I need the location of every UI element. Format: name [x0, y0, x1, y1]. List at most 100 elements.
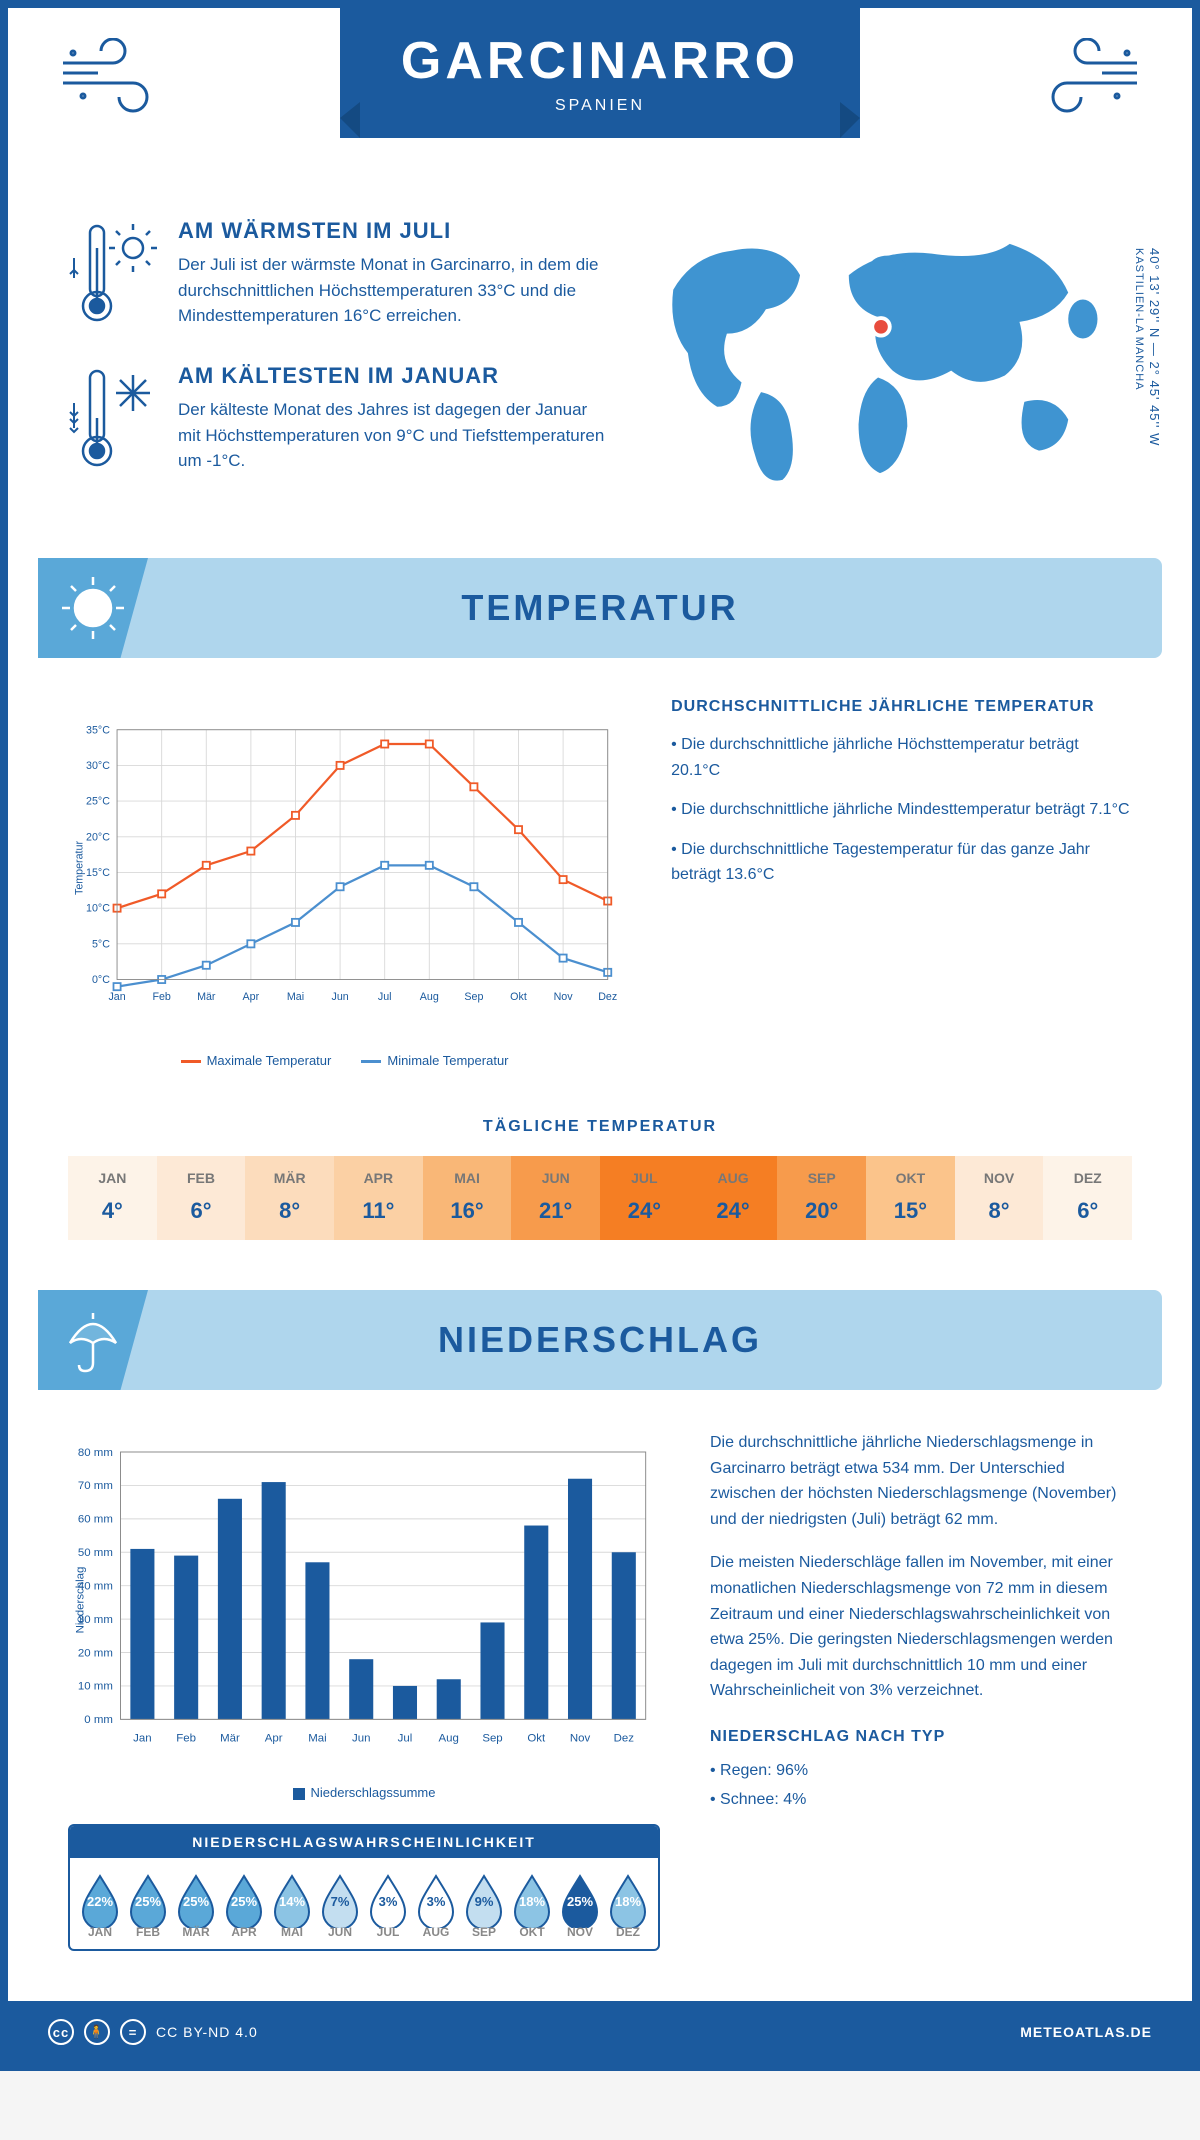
svg-text:Nov: Nov — [570, 1732, 591, 1744]
by-icon: 🧍 — [84, 2019, 110, 2045]
svg-text:30°C: 30°C — [86, 760, 110, 772]
svg-text:Mai: Mai — [287, 991, 304, 1003]
heat-cell: APR11° — [334, 1156, 423, 1240]
svg-text:Jun: Jun — [352, 1732, 370, 1744]
svg-text:Jan: Jan — [108, 991, 125, 1003]
svg-text:Aug: Aug — [439, 1732, 459, 1744]
world-map-panel: 40° 13' 29'' N — 2° 45' 45'' W KASTILIEN… — [644, 218, 1132, 508]
svg-text:Jul: Jul — [378, 991, 392, 1003]
sun-icon — [38, 558, 148, 658]
thermometer-cold-icon — [68, 363, 158, 478]
svg-text:80 mm: 80 mm — [78, 1447, 113, 1459]
warmest-title: AM WÄRMSTEN IM JULI — [178, 218, 604, 244]
warmest-fact: AM WÄRMSTEN IM JULI Der Juli ist der wär… — [68, 218, 604, 333]
temperature-line-chart: 0°C 5°C 10°C 15°C 20°C 25°C 30°C 35°C Jan Feb Mär A… — [68, 698, 621, 1068]
precipitation-bar-chart: 0 mm10 mm20 mm30 mm40 mm50 mm60 mm70 mm8… — [68, 1430, 660, 1951]
heat-cell: NOV8° — [955, 1156, 1044, 1240]
temperature-section-bar: TEMPERATUR — [38, 558, 1162, 658]
probability-drop: 3%JUL — [364, 1872, 412, 1939]
svg-text:50 mm: 50 mm — [78, 1547, 113, 1559]
thermometer-hot-icon — [68, 218, 158, 333]
svg-text:70 mm: 70 mm — [78, 1480, 113, 1492]
world-map-icon — [644, 218, 1132, 498]
heat-cell: SEP20° — [777, 1156, 866, 1240]
temperature-summary: DURCHSCHNITTLICHE JÄHRLICHE TEMPERATUR •… — [671, 698, 1132, 1068]
probability-drop: 25%NOV — [556, 1872, 604, 1939]
probability-drop: 18%DEZ — [604, 1872, 652, 1939]
precip-prob-title: NIEDERSCHLAGSWAHRSCHEINLICHKEIT — [70, 1826, 658, 1858]
probability-drop: 9%SEP — [460, 1872, 508, 1939]
svg-text:Aug: Aug — [420, 991, 439, 1003]
svg-text:Okt: Okt — [527, 1732, 546, 1744]
svg-text:Mär: Mär — [220, 1732, 240, 1744]
probability-drop: 25%FEB — [124, 1872, 172, 1939]
svg-text:Dez: Dez — [614, 1732, 635, 1744]
intro-section: AM WÄRMSTEN IM JULI Der Juli ist der wär… — [8, 188, 1192, 548]
coordinates-label: 40° 13' 29'' N — 2° 45' 45'' W KASTILIEN… — [1132, 248, 1162, 446]
warmest-text: Der Juli ist der wärmste Monat in Garcin… — [178, 252, 604, 329]
probability-drop: 22%JAN — [76, 1872, 124, 1939]
heat-cell: MÄR8° — [245, 1156, 334, 1240]
title-ribbon: GARCINARRO SPANIEN — [340, 8, 860, 138]
svg-text:5°C: 5°C — [92, 938, 110, 950]
precipitation-section-bar: NIEDERSCHLAG — [38, 1290, 1162, 1390]
svg-text:20 mm: 20 mm — [78, 1647, 113, 1659]
probability-drop: 3%AUG — [412, 1872, 460, 1939]
daily-temp-title: TÄGLICHE TEMPERATUR — [8, 1118, 1192, 1136]
heat-cell: FEB6° — [157, 1156, 246, 1240]
temperature-heading: TEMPERATUR — [461, 587, 738, 629]
svg-text:Jun: Jun — [331, 991, 348, 1003]
daily-temp-heatstrip: JAN4°FEB6°MÄR8°APR11°MAI16°JUN21°JUL24°A… — [68, 1156, 1132, 1240]
heat-cell: JAN4° — [68, 1156, 157, 1240]
coldest-fact: AM KÄLTESTEN IM JANUAR Der kälteste Mona… — [68, 363, 604, 478]
svg-text:Feb: Feb — [152, 991, 170, 1003]
svg-text:10°C: 10°C — [86, 903, 110, 915]
temp-legend: Maximale Temperatur Minimale Temperatur — [68, 1053, 621, 1068]
umbrella-icon — [38, 1290, 148, 1390]
nd-icon: = — [120, 2019, 146, 2045]
cc-icon: cc — [48, 2019, 74, 2045]
header: GARCINARRO SPANIEN — [8, 8, 1192, 188]
svg-text:Jan: Jan — [133, 1732, 151, 1744]
svg-text:35°C: 35°C — [86, 724, 110, 736]
svg-text:Apr: Apr — [243, 991, 260, 1003]
precipitation-heading: NIEDERSCHLAG — [438, 1319, 762, 1361]
probability-drop: 18%OKT — [508, 1872, 556, 1939]
probability-drop: 14%MAI — [268, 1872, 316, 1939]
heat-cell: JUL24° — [600, 1156, 689, 1240]
heat-cell: JUN21° — [511, 1156, 600, 1240]
coldest-title: AM KÄLTESTEN IM JANUAR — [178, 363, 604, 389]
svg-text:60 mm: 60 mm — [78, 1514, 113, 1526]
svg-text:0°C: 0°C — [92, 974, 110, 986]
precip-legend: Niederschlagssumme — [68, 1785, 660, 1800]
svg-text:Feb: Feb — [176, 1732, 196, 1744]
svg-text:15°C: 15°C — [86, 867, 110, 879]
coldest-text: Der kälteste Monat des Jahres ist dagege… — [178, 397, 604, 474]
wind-icon — [58, 38, 178, 123]
svg-text:Mär: Mär — [197, 991, 216, 1003]
svg-text:Jul: Jul — [398, 1732, 413, 1744]
heat-cell: DEZ6° — [1043, 1156, 1132, 1240]
site-name: METEOATLAS.DE — [1020, 2024, 1152, 2040]
heat-cell: MAI16° — [423, 1156, 512, 1240]
probability-drop: 25%APR — [220, 1872, 268, 1939]
svg-text:25°C: 25°C — [86, 796, 110, 808]
probability-drop: 7%JUN — [316, 1872, 364, 1939]
svg-text:Mai: Mai — [308, 1732, 326, 1744]
svg-text:0 mm: 0 mm — [84, 1714, 113, 1726]
svg-text:Sep: Sep — [482, 1732, 502, 1744]
page-title: GARCINARRO — [401, 31, 799, 91]
svg-text:Okt: Okt — [510, 991, 527, 1003]
footer: cc 🧍 = CC BY-ND 4.0 METEOATLAS.DE — [8, 2001, 1192, 2063]
svg-text:Apr: Apr — [265, 1732, 283, 1744]
page-subtitle: SPANIEN — [555, 97, 645, 115]
svg-text:Nov: Nov — [554, 991, 574, 1003]
infographic-page: GARCINARRO SPANIEN AM WÄRMSTEN IM JULI D… — [0, 0, 1200, 2071]
license-badge: cc 🧍 = CC BY-ND 4.0 — [48, 2019, 258, 2045]
precip-probability-box: NIEDERSCHLAGSWAHRSCHEINLICHKEIT 22%JAN25… — [68, 1824, 660, 1951]
svg-text:Temperatur: Temperatur — [73, 841, 85, 895]
svg-text:Dez: Dez — [598, 991, 617, 1003]
wind-icon — [1022, 38, 1142, 123]
svg-text:Sep: Sep — [464, 991, 483, 1003]
svg-text:20°C: 20°C — [86, 831, 110, 843]
